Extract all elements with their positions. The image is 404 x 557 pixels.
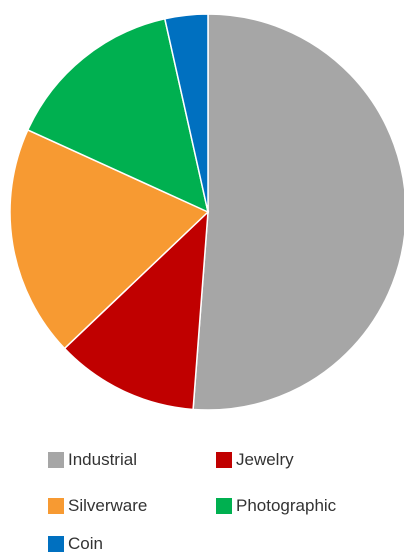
pie-slice-silverware [9,128,210,350]
legend-item-coin: Coin [48,531,103,557]
legend-item-jewelry: Jewelry [216,447,294,473]
pie-slice-coin [163,13,209,213]
pie-slice-photographic [26,17,210,214]
legend-swatch-jewelry [216,452,232,468]
legend-item-photographic: Photographic [216,493,336,519]
pie-slice-industrial [192,13,404,411]
legend-label-coin: Coin [68,534,103,553]
pie-slice-jewelry [63,210,209,411]
legend-swatch-photographic [216,498,232,514]
legend-label-jewelry: Jewelry [236,450,294,469]
pie-chart [9,13,404,411]
legend-label-photographic: Photographic [236,496,337,515]
legend-item-industrial: Industrial [48,447,137,473]
legend-label-industrial: Industrial [68,450,137,469]
legend-swatch-industrial [48,452,64,468]
legend-label-silverware: Silverware [68,496,148,515]
legend-swatch-coin [48,536,64,552]
legend-item-silverware: Silverware [48,493,147,519]
legend-swatch-silverware [48,498,64,514]
